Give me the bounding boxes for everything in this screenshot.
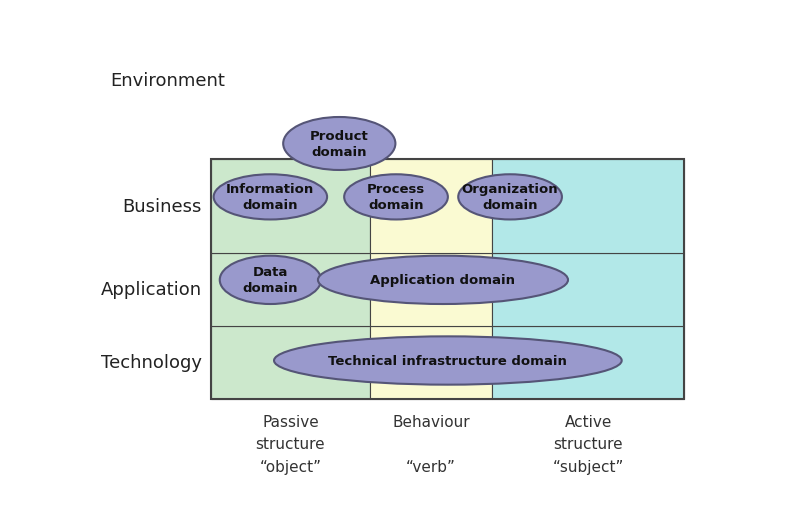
Text: Behaviour

“verb”: Behaviour “verb” [392, 415, 470, 474]
Text: Application domain: Application domain [371, 274, 515, 287]
Ellipse shape [318, 256, 568, 305]
Text: Process
domain: Process domain [367, 183, 425, 212]
Ellipse shape [344, 175, 448, 220]
Text: Business: Business [123, 197, 202, 215]
Text: Passive
structure
“object”: Passive structure “object” [256, 415, 325, 474]
Ellipse shape [283, 118, 395, 171]
Text: Information
domain: Information domain [226, 183, 315, 212]
Ellipse shape [213, 175, 327, 220]
Ellipse shape [220, 256, 321, 305]
Text: Data
domain: Data domain [242, 266, 298, 295]
Text: Environment: Environment [110, 72, 225, 90]
FancyBboxPatch shape [493, 253, 684, 326]
FancyBboxPatch shape [493, 160, 684, 253]
FancyBboxPatch shape [493, 326, 684, 399]
FancyBboxPatch shape [370, 326, 493, 399]
Text: Application: Application [101, 280, 202, 298]
Text: Technical infrastructure domain: Technical infrastructure domain [328, 355, 567, 367]
FancyBboxPatch shape [370, 160, 493, 253]
Ellipse shape [274, 337, 622, 385]
Text: Active
structure
“subject”: Active structure “subject” [552, 415, 624, 474]
Text: Organization
domain: Organization domain [462, 183, 559, 212]
Ellipse shape [458, 175, 562, 220]
FancyBboxPatch shape [370, 253, 493, 326]
Text: Product
domain: Product domain [310, 130, 368, 159]
FancyBboxPatch shape [211, 326, 370, 399]
FancyBboxPatch shape [211, 160, 370, 253]
Text: Technology: Technology [101, 354, 202, 371]
FancyBboxPatch shape [211, 253, 370, 326]
